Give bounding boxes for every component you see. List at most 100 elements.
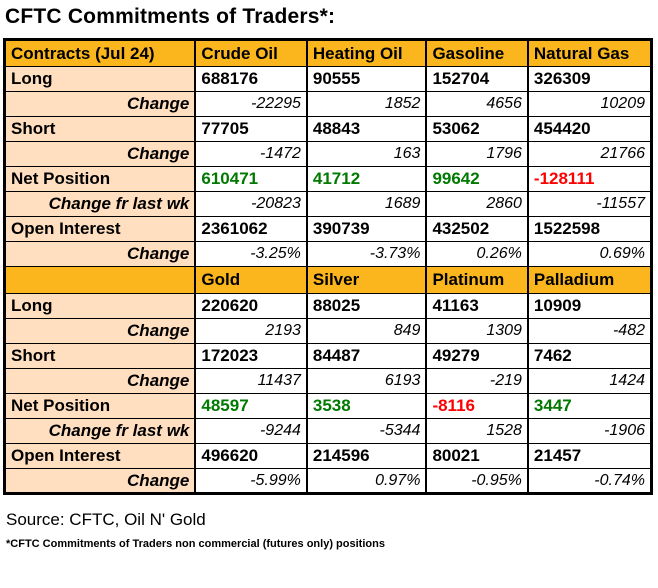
column-header: Gasoline [425,39,529,67]
header-row: Contracts (Jul 24) Crude Oil Heating Oil Ga… [3,39,653,67]
data-row: Change 11437 6193 -219 1424 [3,368,653,394]
position-value: 84487 [305,343,428,369]
position-value: 41163 [425,293,529,319]
position-value: 390739 [305,216,428,242]
position-value: 90555 [305,66,428,92]
data-row: Change -22295 1852 4656 10209 [3,91,653,117]
row-header-label [3,266,197,294]
change-value: -0.74% [526,468,653,494]
column-header: Platinum [425,266,529,294]
position-value: 2361062 [194,216,308,242]
row-label: Change fr last wk [3,191,197,217]
net-position-value: 48597 [194,393,308,419]
net-position-value: 99642 [425,166,529,192]
footnote-text: *CFTC Commitments of Traders non commerc… [6,538,385,550]
data-row: Change -1472 163 1796 21766 [3,141,653,167]
position-value: 496620 [194,443,308,469]
change-value: -1472 [194,141,308,167]
change-value: 6193 [305,368,428,394]
row-label: Long [3,293,197,319]
change-value: 2193 [194,318,308,344]
position-value: 688176 [194,66,308,92]
column-header: Natural Gas [526,39,653,67]
data-row: Net Position 48597 3538 -8116 3447 [3,393,653,419]
data-row: Short 172023 84487 49279 7462 [3,343,653,369]
column-header: Gold [194,266,308,294]
change-value: -5344 [305,418,428,444]
position-value: 432502 [425,216,529,242]
row-label: Net Position [3,393,197,419]
position-value: 326309 [526,66,653,92]
column-header: Palladium [526,266,653,294]
position-value: 172023 [194,343,308,369]
change-value: 1689 [305,191,428,217]
position-value: 152704 [425,66,529,92]
position-value: 21457 [526,443,653,469]
change-value: -9244 [194,418,308,444]
data-row: Open Interest 496620 214596 80021 21457 [3,443,653,469]
change-value: 1852 [305,91,428,117]
net-position-value: -128111 [526,166,653,192]
change-value: -5.99% [194,468,308,494]
position-value: 88025 [305,293,428,319]
row-label: Change [3,141,197,167]
row-label: Change [3,241,197,267]
change-value: -3.73% [305,241,428,267]
change-value: 2860 [425,191,529,217]
row-label: Change [3,318,197,344]
position-value: 7462 [526,343,653,369]
position-value: 214596 [305,443,428,469]
position-value: 10909 [526,293,653,319]
position-value: 77705 [194,116,308,142]
row-label: Short [3,116,197,142]
column-header: Silver [305,266,428,294]
change-value: 21766 [526,141,653,167]
row-label: Change [3,368,197,394]
change-value: 0.69% [526,241,653,267]
cot-table: Contracts (Jul 24) Crude Oil Heating Oil Ga… [3,38,653,495]
position-value: 53062 [425,116,529,142]
header-row: Gold Silver Platinum Palladium [3,266,653,294]
data-row: Change fr last wk -20823 1689 2860 -11557 [3,191,653,217]
net-position-value: 610471 [194,166,308,192]
data-row: Open Interest 2361062 390739 432502 1522598 [3,216,653,242]
page: CFTC Commitments of Traders*: Contracts … [3,5,653,550]
change-value: -219 [425,368,529,394]
data-row: Change -5.99% 0.97% -0.95% -0.74% [3,468,653,494]
change-value: 1424 [526,368,653,394]
change-value: -1906 [526,418,653,444]
row-label: Open Interest [3,216,197,242]
data-row: Change fr last wk -9244 -5344 1528 -1906 [3,418,653,444]
net-position-value: 41712 [305,166,428,192]
change-value: 0.26% [425,241,529,267]
data-row: Change -3.25% -3.73% 0.26% 0.69% [3,241,653,267]
row-label: Net Position [3,166,197,192]
change-value: 4656 [425,91,529,117]
data-row: Long 220620 88025 41163 10909 [3,293,653,319]
change-value: 163 [305,141,428,167]
change-value: 1528 [425,418,529,444]
position-value: 454420 [526,116,653,142]
source-text: Source: CFTC, Oil N' Gold [6,510,206,529]
change-value: -0.95% [425,468,529,494]
row-label: Change [3,91,197,117]
data-row: Change 2193 849 1309 -482 [3,318,653,344]
change-value: -482 [526,318,653,344]
column-header: Heating Oil [305,39,428,67]
row-label: Open Interest [3,443,197,469]
row-label: Short [3,343,197,369]
change-value: -20823 [194,191,308,217]
cot-table-body: Contracts (Jul 24) Crude Oil Heating Oil Ga… [3,39,653,494]
position-value: 48843 [305,116,428,142]
change-value: 849 [305,318,428,344]
net-position-value: -8116 [425,393,529,419]
row-header-label: Contracts (Jul 24) [3,39,197,67]
change-value: -22295 [194,91,308,117]
change-value: 1309 [425,318,529,344]
row-label: Long [3,66,197,92]
data-row: Long 688176 90555 152704 326309 [3,66,653,92]
change-value: 11437 [194,368,308,394]
data-row: Net Position 610471 41712 99642 -128111 [3,166,653,192]
change-value: 1796 [425,141,529,167]
position-value: 1522598 [526,216,653,242]
